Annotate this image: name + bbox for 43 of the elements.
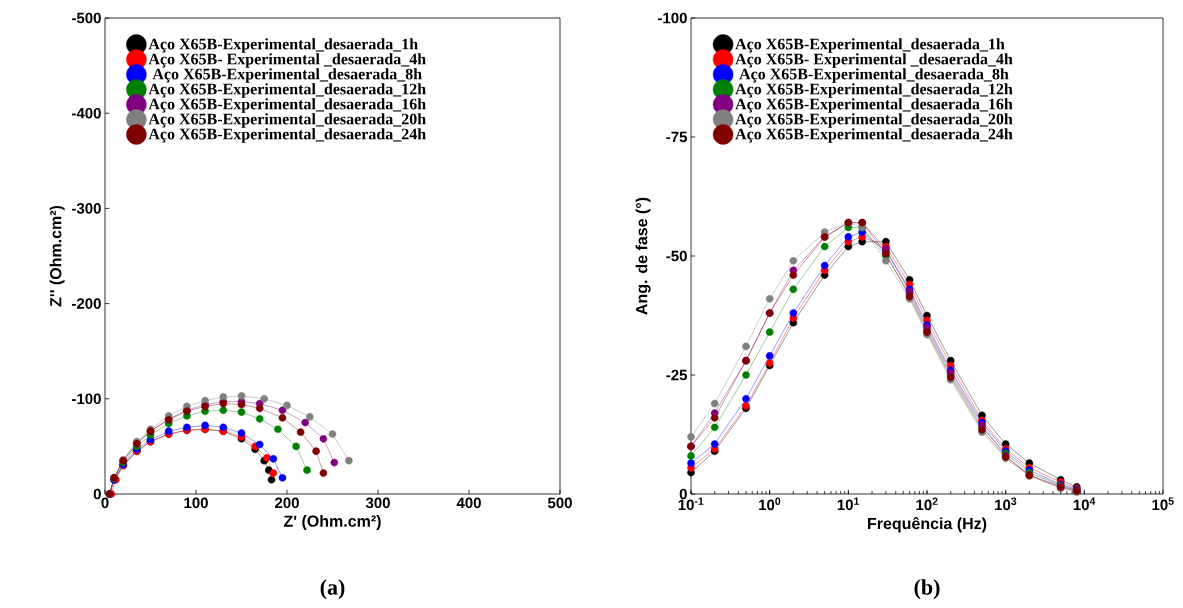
- y-tick-label: -400: [72, 107, 101, 119]
- x-axis-title: Frequência (Hz): [868, 517, 987, 533]
- legend-label: Aço X65B-Experimental_desaerada_24h: [148, 128, 426, 143]
- y-tick-label: -25: [666, 369, 688, 381]
- y-tick-label: -50: [666, 250, 687, 262]
- legend-label: Aço X65B-Experimental_desaerada_1h: [735, 38, 1005, 53]
- y-tick-label: -75: [666, 131, 688, 143]
- y-tick-label: -100: [72, 393, 101, 405]
- x-axis-title: Z' (Ohm.cm²): [283, 515, 381, 530]
- legend-label: Aço X65B-Experimental_desaerada_12h: [735, 83, 1013, 98]
- y-tick-label: -200: [72, 298, 101, 309]
- y-tick-label: -100: [658, 12, 687, 24]
- x-tick-label: 400: [456, 497, 481, 509]
- legend-label: Aço X65B-Experimental_desaerada_24h: [735, 128, 1013, 143]
- legend-label: Aço X65B-Experimental_desaerada_16h: [148, 98, 426, 113]
- x-tick-label: 500: [547, 497, 572, 509]
- x-tick-label: 300: [365, 497, 390, 509]
- text: (b): [914, 579, 940, 600]
- legend-label: Aço X65B-Experimental_desaerada_12h: [148, 83, 426, 98]
- x-tick-label: 10$^{1}$: [837, 497, 860, 511]
- y-tick-label: -500: [72, 12, 101, 24]
- y-axis-title: Ang. de fase (°): [635, 197, 651, 315]
- x-tick-label: 0: [101, 497, 109, 509]
- legend-label: Aço X65B-Experimental_desaerada_20h: [148, 113, 426, 128]
- x-tick-label: 100: [184, 497, 208, 509]
- x-tick-label: 10$^{3}$: [995, 497, 1017, 511]
- x-tick-label: 200: [275, 497, 299, 509]
- x-tick-label: 10$^{2}$: [916, 497, 938, 511]
- y-tick-label: 0: [93, 488, 101, 500]
- legend-label: Aço X65B-Experimental_desaerada_1h: [148, 38, 418, 53]
- legend-label: Aço X65B-Experimental_desaerada_8h: [152, 68, 422, 83]
- legend-label: Aço X65B- Experimental _desaerada_4h: [148, 53, 426, 68]
- legend-label: Aço X65B- Experimental _desaerada_4h: [735, 53, 1013, 68]
- x-tick-label: 10$^{0}$: [759, 497, 781, 511]
- legend-label: Aço X65B-Experimental_desaerada_8h: [739, 68, 1009, 83]
- x-tick-label: 10$^{4}$: [1073, 497, 1096, 511]
- legend-label: Aço X65B-Experimental_desaerada_20h: [735, 113, 1013, 128]
- text: (a): [320, 579, 345, 600]
- x-tick-label: 10$^{5}$: [1152, 497, 1174, 511]
- y-tick-label: -300: [72, 203, 101, 214]
- legend-label: Aço X65B-Experimental_desaerada_16h: [735, 98, 1013, 113]
- y-axis-title: Z'' (Ohm.cm²): [49, 205, 65, 307]
- y-tick-label: 0: [679, 488, 687, 500]
